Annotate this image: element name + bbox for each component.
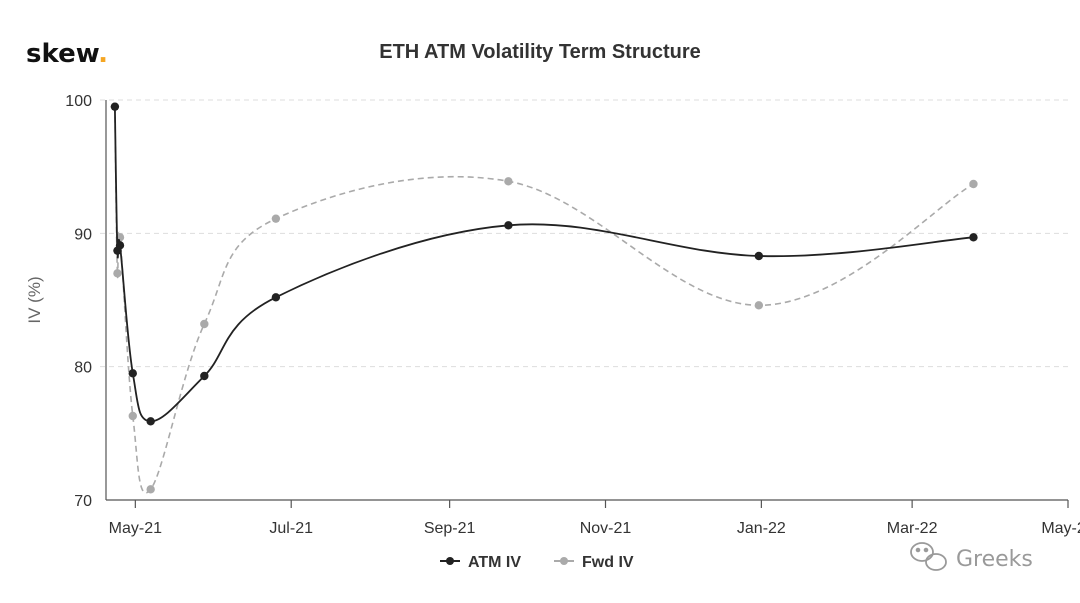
axes: 70 80 90 100 May-21 Jul-21 Sep-21 Nov-21 Jan-22 M… <box>65 93 1080 537</box>
x-tick-label: Jan-22 <box>737 520 786 537</box>
data-point-fwd-iv[interactable] <box>128 411 137 421</box>
y-tick-label: 100 <box>65 93 92 110</box>
legend-marker-atm-iv <box>446 557 454 565</box>
grid-lines <box>100 99 1068 368</box>
series-atm-iv <box>110 102 978 426</box>
data-point-atm-iv[interactable] <box>200 371 209 381</box>
logo-text: skew <box>26 39 100 69</box>
data-point-fwd-iv[interactable] <box>146 485 155 494</box>
x-tick-label: May-22 <box>1041 520 1080 537</box>
data-point-fwd-iv[interactable] <box>271 214 281 223</box>
data-point-atm-iv[interactable] <box>110 102 120 111</box>
wechat-icon <box>910 542 947 571</box>
watermark-text: Greeks <box>956 547 1033 572</box>
legend-label-atm-iv: ATM IV <box>468 554 521 571</box>
x-tick-label: May-21 <box>109 520 162 537</box>
y-tick-label: 70 <box>74 493 92 510</box>
x-tick-label: Mar-22 <box>887 520 938 537</box>
y-tick-label: 90 <box>74 226 92 243</box>
legend-item-fwd-iv[interactable]: Fwd IV <box>554 554 634 571</box>
legend-item-atm-iv[interactable]: ATM IV <box>440 554 521 571</box>
svg-text:skew.: skew. <box>26 39 108 69</box>
data-point-atm-iv[interactable] <box>115 241 125 250</box>
y-axis-title: IV (%) <box>25 276 44 323</box>
data-point-fwd-iv[interactable] <box>754 301 764 310</box>
data-point-atm-iv[interactable] <box>271 293 281 302</box>
series-fwd-iv <box>110 102 978 494</box>
x-tick-label: Nov-21 <box>580 520 632 537</box>
data-point-atm-iv[interactable] <box>504 221 513 230</box>
brand-logo: skew. <box>26 39 108 69</box>
data-point-atm-iv[interactable] <box>969 233 978 242</box>
legend[interactable]: ATM IV Fwd IV <box>440 554 634 571</box>
series-line-atm-iv <box>113 106 974 423</box>
x-tick-label: Sep-21 <box>424 520 476 537</box>
legend-marker-fwd-iv <box>560 557 568 565</box>
data-point-fwd-iv[interactable] <box>504 177 513 186</box>
series-group <box>110 102 978 494</box>
data-point-atm-iv[interactable] <box>146 417 155 426</box>
data-point-atm-iv[interactable] <box>128 369 137 378</box>
chart-title: ETH ATM Volatility Term Structure <box>379 41 701 63</box>
data-point-fwd-iv[interactable] <box>113 269 122 278</box>
watermark: Greeks <box>910 542 1033 572</box>
data-point-atm-iv[interactable] <box>754 251 764 261</box>
y-tick-label: 80 <box>74 360 92 377</box>
logo-dot: . <box>98 39 108 69</box>
series-line-fwd-iv <box>114 106 974 494</box>
legend-label-fwd-iv: Fwd IV <box>582 554 634 571</box>
data-point-fwd-iv[interactable] <box>200 319 209 329</box>
x-tick-label: Jul-21 <box>269 520 313 537</box>
data-point-fwd-iv[interactable] <box>969 179 978 189</box>
